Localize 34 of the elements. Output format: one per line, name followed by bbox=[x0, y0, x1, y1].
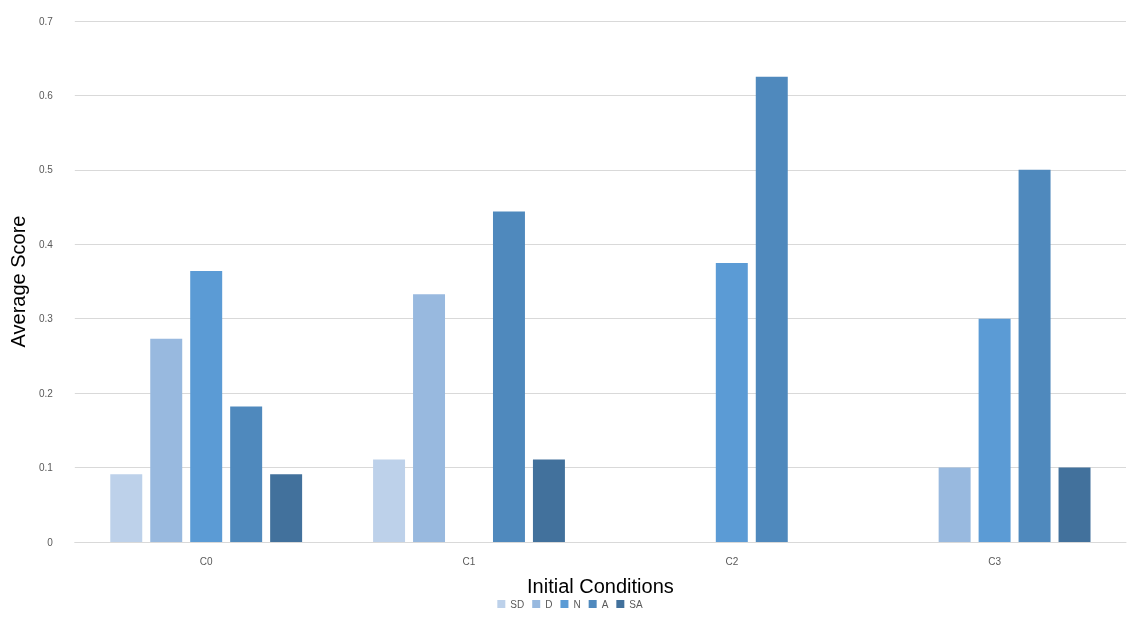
bar bbox=[373, 459, 406, 542]
y-tick-label: 0.5 bbox=[38, 164, 54, 176]
bar bbox=[978, 318, 1011, 542]
bar bbox=[413, 294, 446, 542]
bar bbox=[938, 467, 971, 542]
legend-label: SA bbox=[629, 598, 643, 610]
bar bbox=[492, 211, 525, 542]
x-tick-label: C0 bbox=[199, 555, 214, 567]
x-tick-label: C2 bbox=[725, 555, 739, 567]
legend-label: N bbox=[573, 598, 581, 610]
y-tick-label: 0.3 bbox=[38, 313, 54, 325]
bar bbox=[110, 474, 143, 542]
x-tick-label: C3 bbox=[988, 555, 1002, 567]
y-tick-label: 0 bbox=[47, 536, 54, 548]
bar bbox=[1018, 169, 1051, 542]
bar bbox=[715, 262, 748, 542]
legend-label: SD bbox=[510, 598, 525, 610]
x-tick-label: C1 bbox=[462, 555, 476, 567]
y-tick-label: 0.6 bbox=[38, 89, 54, 101]
bar bbox=[150, 338, 183, 542]
y-tick-label: 0.1 bbox=[38, 462, 54, 474]
bar bbox=[270, 474, 303, 542]
bar bbox=[755, 76, 788, 542]
y-tick-label: 0.2 bbox=[38, 387, 54, 399]
legend-label: A bbox=[601, 598, 609, 610]
y-tick-label: 0.7 bbox=[38, 15, 54, 27]
legend-label: D bbox=[545, 598, 553, 610]
bar bbox=[230, 406, 263, 542]
y-axis-title: Average Score bbox=[7, 215, 29, 348]
bar bbox=[190, 271, 223, 542]
x-axis-title: Initial Conditions bbox=[527, 575, 674, 597]
bar bbox=[1058, 467, 1091, 542]
bar bbox=[532, 459, 565, 542]
y-tick-label: 0.4 bbox=[38, 238, 54, 250]
